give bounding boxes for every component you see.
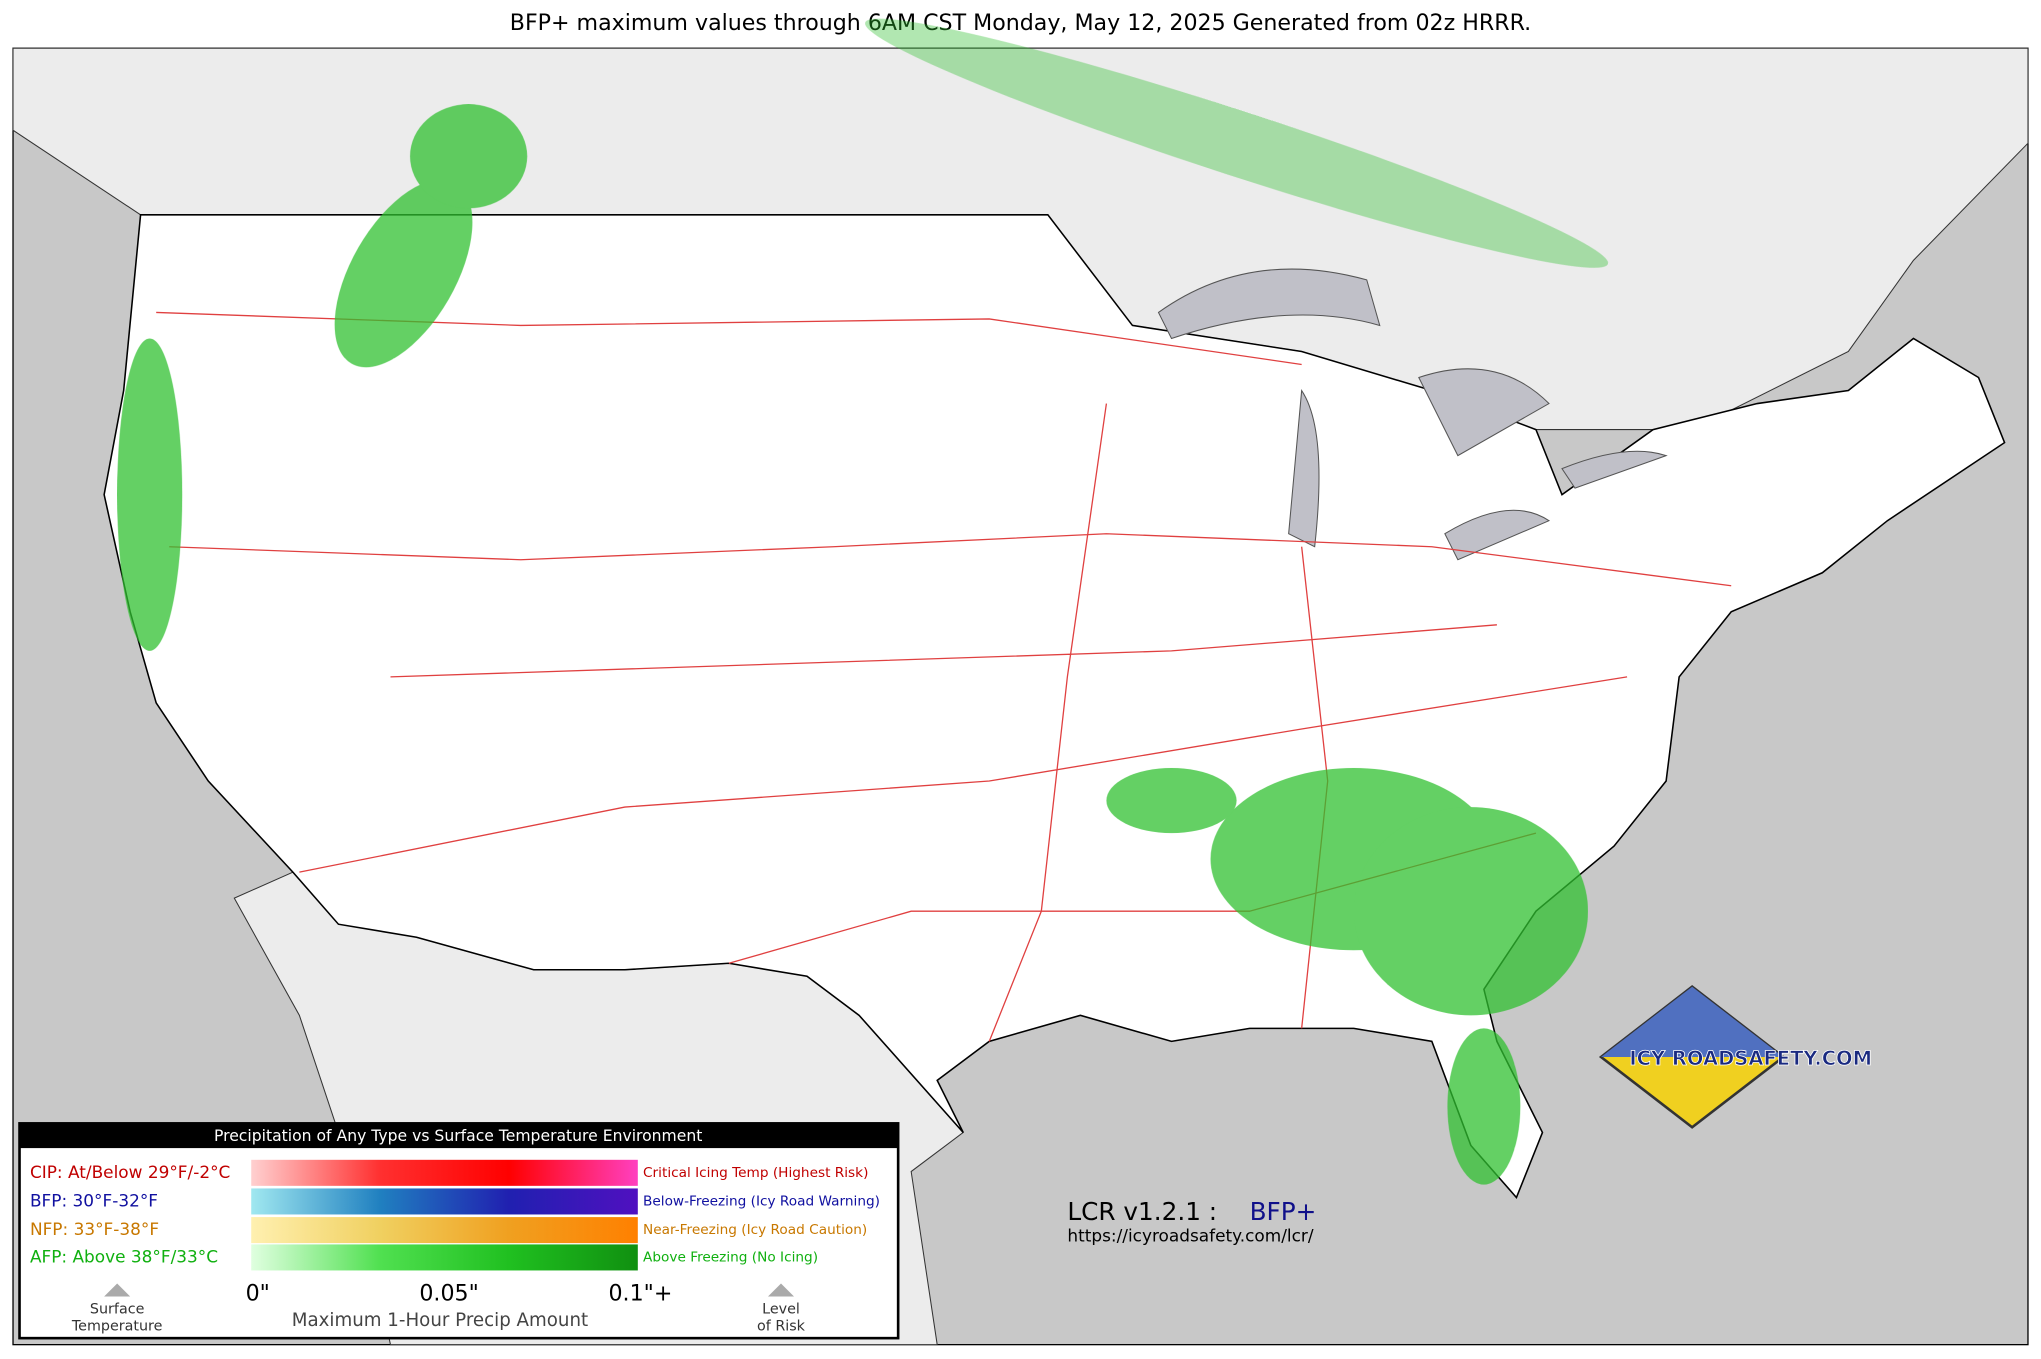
scale-title: Maximum 1-Hour Precip Amount [292,1310,588,1331]
legend-row-label: NFP: 33°F-38°F [30,1219,159,1239]
highway-lines [156,311,1732,1042]
highways [156,311,1732,1042]
legend-title-bar [19,1123,899,1149]
left-label: Surface [90,1302,145,1318]
scale-label: 0" [246,1280,270,1306]
legend: Precipitation of Any Type vs Surface Tem… [18,1122,900,1340]
product-version: LCR v1.2.1 : [1067,1197,1217,1226]
right-arrow [767,1283,795,1297]
legend-color-bar [251,1217,638,1244]
left-label: Temperature [71,1318,163,1334]
legend-color-bar [251,1159,638,1186]
product-name: BFP+ [1250,1197,1317,1226]
precip-northwest [334,179,473,368]
great-lakes [1157,268,1668,561]
united-states [103,214,2006,1200]
legend-row-label: AFP: Above 38°F/33°C [30,1246,218,1266]
left-arrow [104,1283,131,1297]
right-label: of Risk [757,1318,806,1334]
legend-row-label: CIP: At/Below 29°F/-2°C [30,1162,230,1182]
precip-canada [410,104,528,209]
right-label: Level [762,1302,800,1318]
legend-row-description: Above Freezing (No Icing) [643,1249,818,1265]
precip-band [865,18,1609,268]
legend-row-label: BFP: 30°F-32°F [30,1190,158,1210]
logo: ICY ROADSAFETY.COM [1598,985,1872,1129]
precip-arkansas [1106,768,1237,834]
scale-label: 0.05" [419,1280,478,1306]
precip-areas [117,18,1609,1185]
precip-west-coast [117,338,183,651]
precip-southeast-2 [1353,807,1589,1016]
product-url: https://icyroadsafety.com/lcr/ [1067,1226,1313,1246]
logo-text: ICY ROADSAFETY.COM [1629,1047,1872,1070]
logo-top [1601,986,1784,1057]
legend-color-bar [251,1188,638,1215]
legend-row-description: Below-Freezing (Icy Road Warning) [643,1193,880,1209]
legend-row-description: Critical Icing Temp (Highest Risk) [643,1165,868,1181]
title: BFP+ maximum values through 6AM CST Mond… [510,10,1531,36]
legend-row-description: Near-Freezing (Icy Road Caution) [643,1222,867,1238]
precip-florida [1447,1028,1521,1185]
legend-title: Precipitation of Any Type vs Surface Tem… [214,1127,702,1145]
scale-label: 0.1"+ [608,1280,672,1306]
legend-color-bar [251,1244,638,1271]
